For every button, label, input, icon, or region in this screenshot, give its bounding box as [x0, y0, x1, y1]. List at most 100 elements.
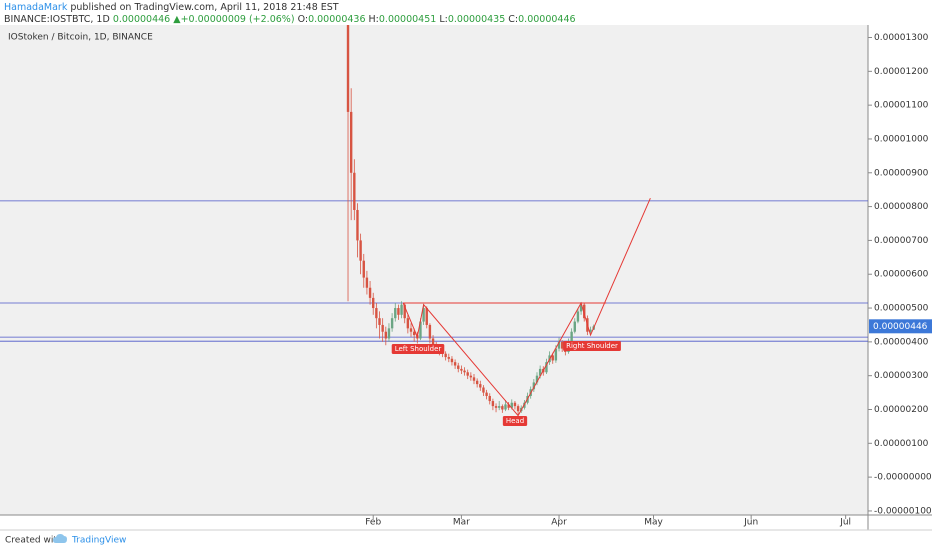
candle-body: [460, 368, 463, 371]
ohlc-value: 0.00000436: [308, 14, 365, 25]
y-tick-label: 0.00000200: [874, 405, 929, 415]
candle-body: [356, 209, 359, 241]
annotation-box: [563, 341, 621, 351]
candle-body: [479, 384, 482, 388]
overlay: 0.00001300 0.00001200 0.00001100 0.00001000…: [365, 33, 932, 528]
y-tick-label: -0.00000100: [874, 506, 932, 516]
candle-body: [482, 387, 485, 393]
candle-body: [573, 321, 576, 332]
ohlc-label: C:: [508, 14, 518, 25]
annotation-box: [502, 416, 528, 426]
annotation-label: Head: [506, 417, 524, 425]
change: +0.00000009 (+2.06%): [181, 14, 295, 25]
brand[interactable]: TradingView: [71, 536, 126, 546]
y-tick-label: 0.00000300: [874, 371, 929, 381]
candle-body: [554, 348, 558, 361]
candle-body: [384, 331, 388, 339]
last-price-label: 0.00000446: [873, 322, 928, 332]
candle-body: [491, 401, 495, 407]
candle-body: [457, 365, 460, 369]
candle-body: [368, 287, 372, 298]
candle-body: [589, 329, 592, 332]
published: published on TradingView.com, April 11, …: [70, 2, 338, 13]
candle-body: [453, 362, 457, 366]
candle-body: [510, 402, 513, 408]
candle-body: [545, 362, 548, 373]
candle-body: [557, 341, 561, 349]
annotation: Right Shoulder: [563, 341, 621, 351]
symbol-line: BINANCE:IOSTBTC, 1D 0.00000446 ▲+0.00000…: [4, 14, 576, 25]
footer-created: Created with: [5, 536, 63, 546]
candle-body: [428, 324, 432, 339]
candle-body: [444, 353, 447, 358]
ohlc-value: 0.00000451: [379, 14, 436, 25]
candle-body: [353, 172, 356, 210]
candle-body: [431, 338, 435, 346]
candle-body: [375, 308, 378, 319]
candle-body: [501, 406, 504, 410]
candle-body: [359, 240, 362, 261]
candle-body: [497, 406, 501, 408]
candle-body: [532, 382, 536, 390]
y-tick-label: -0.00000000: [874, 473, 932, 483]
candle-body: [535, 375, 539, 383]
header-line: HamadaMark published on TradingView.com,…: [4, 2, 339, 13]
plot-background: [0, 25, 868, 515]
pattern-line: [402, 197, 651, 417]
candle-body: [447, 357, 451, 359]
candle-body: [397, 308, 400, 315]
candle-body: [583, 304, 586, 319]
candle-body: [400, 304, 403, 315]
x-tick-label: Jul: [839, 518, 851, 528]
last-price-box: [869, 319, 932, 334]
candle-body: [394, 308, 397, 319]
y-tick-label: 0.00001300: [874, 33, 929, 43]
candle-body: [425, 308, 428, 325]
candle-body: [422, 308, 425, 322]
candle-body: [365, 277, 369, 288]
candle-body: [346, 25, 350, 112]
y-tick-label: 0.00000900: [874, 168, 929, 178]
candle-body: [488, 395, 491, 402]
candle-body: [412, 331, 416, 336]
candle-body: [475, 380, 479, 385]
candle-body: [560, 341, 564, 349]
annotation-box: [391, 344, 445, 354]
y-tick-label: 0.00001000: [874, 134, 929, 144]
candle-body: [403, 304, 406, 319]
y-tick-label: 0.00000800: [874, 202, 929, 212]
y-tick-label: 0.00000600: [874, 270, 929, 280]
y-tick-label: 0.00000100: [874, 439, 929, 449]
candle-body: [381, 324, 384, 332]
candle-body: [378, 318, 381, 325]
candle-body: [551, 355, 554, 361]
y-tick-label: 0.00001100: [874, 101, 929, 111]
candle-body: [349, 111, 353, 173]
candle-body: [362, 260, 365, 278]
annotation: Left Shoulder: [391, 344, 445, 354]
candle-body: [538, 368, 542, 376]
candle-body: [463, 370, 466, 373]
ohlc-label: L:: [439, 14, 448, 25]
y-tick-label: 0.00000400: [874, 337, 929, 347]
plot: [0, 25, 868, 417]
ohlc-label: O:: [298, 14, 309, 25]
candle-body: [390, 318, 394, 329]
candle-body: [485, 392, 488, 396]
arrow: ▲: [173, 14, 181, 25]
candle-body: [466, 372, 469, 376]
brand-logo[interactable]: TradingView: [53, 534, 126, 546]
x-tick-label: Mar: [453, 518, 470, 528]
candle-body: [579, 304, 583, 312]
candle-body: [450, 358, 454, 363]
candle-body: [494, 406, 498, 408]
candle-body: [387, 328, 391, 339]
candle-body: [504, 404, 507, 410]
candle-body: [472, 377, 476, 381]
y-tick-label: 0.00000500: [874, 304, 929, 314]
x-tick-label: May: [644, 518, 663, 528]
logo-cloud: [53, 534, 67, 543]
candle-body: [469, 375, 473, 378]
